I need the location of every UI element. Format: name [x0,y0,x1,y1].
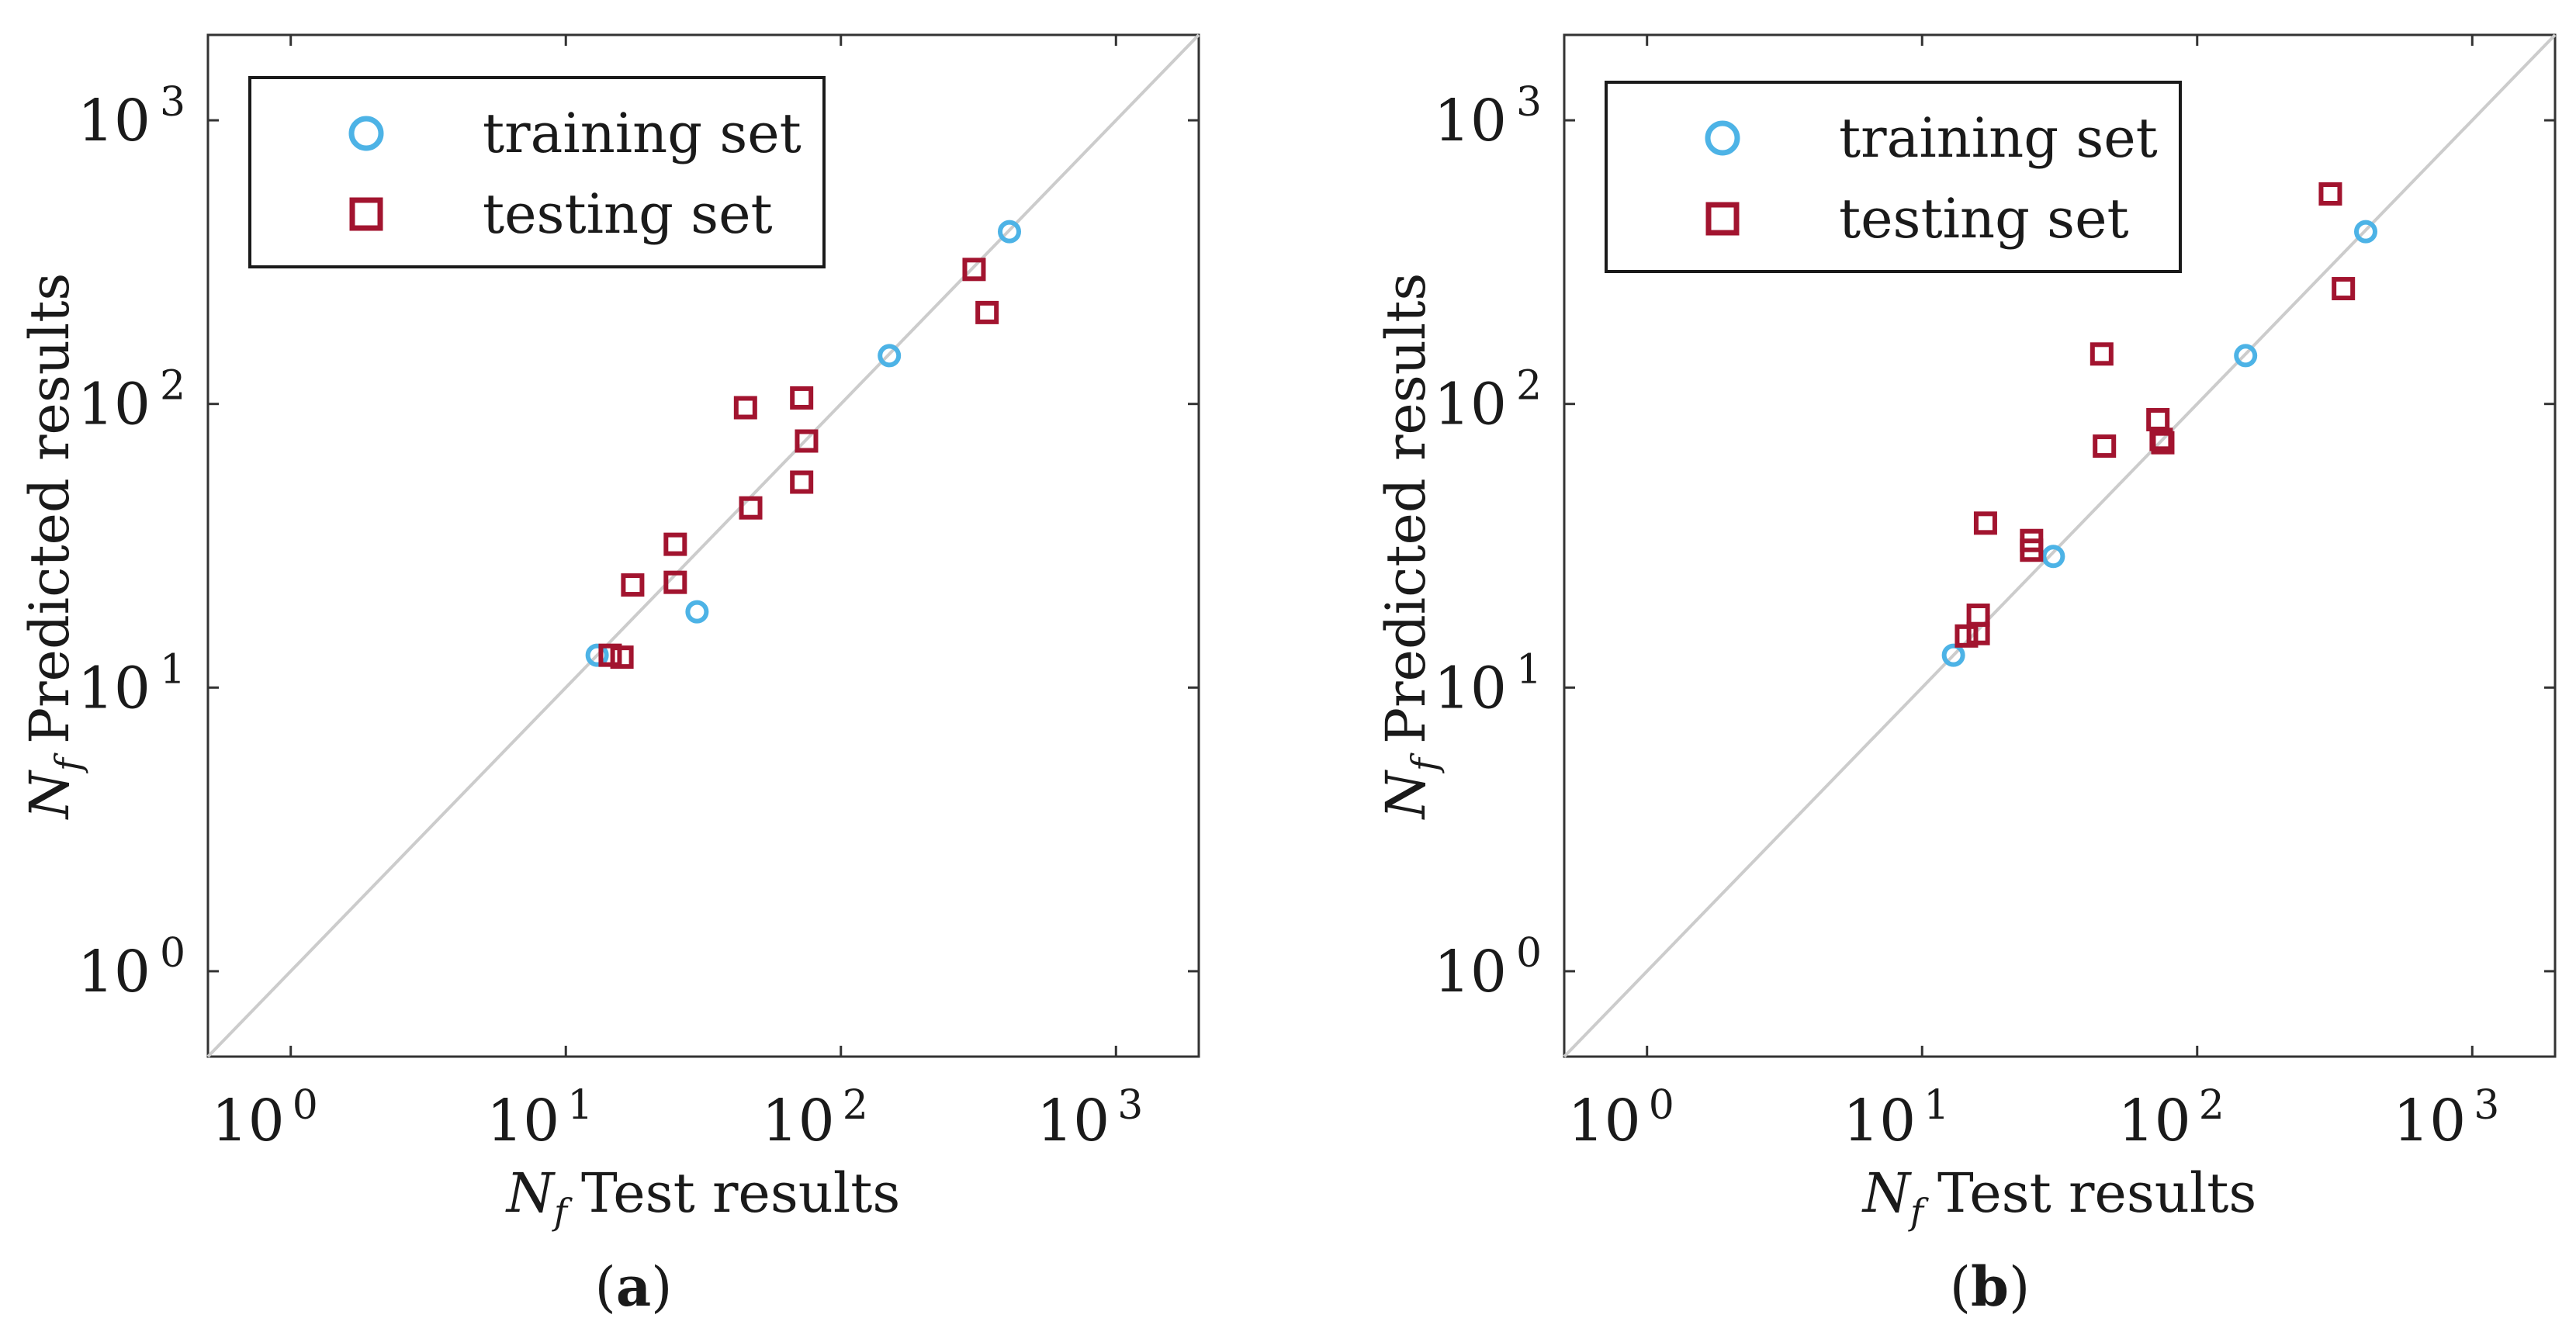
testing-set-point [790,386,814,410]
y-tick-label-exponent: 1 [160,646,185,693]
y-tick-label-base: 10 [1434,655,1507,721]
y-tick-label-exponent: 3 [1516,79,1542,126]
legend-box [1605,81,2182,273]
x-tick-label-exponent: 0 [293,1082,318,1129]
x-axis-label-symbol: N [1861,1161,1913,1225]
y-axis-label-text: Predicted results [18,273,81,744]
panel-label-close-paren: ) [651,1255,672,1319]
y-tick-label-base: 10 [78,88,151,154]
x-tick-label-exponent: 1 [567,1082,593,1129]
legend-label: testing set [1839,187,2129,251]
y-tick-label-base: 10 [1434,372,1507,438]
x-tick-label-exponent: 2 [843,1082,868,1129]
x-tick-label-base: 10 [486,1088,559,1154]
y-axis-label: NfPredicted results [18,273,89,821]
y-tick-label-exponent: 3 [160,79,185,126]
y-tick-label-exponent: 0 [1516,930,1542,977]
x-axis-label-symbol: N [505,1161,556,1225]
panel-label-open-paren: ( [1950,1255,1971,1319]
panel-label-close-paren: ) [2009,1255,2030,1319]
legend-marker-training [348,116,384,151]
x-tick-label-base: 10 [1037,1088,1110,1154]
y-tick-label-exponent: 0 [160,930,185,977]
legend-marker-testing [1705,202,1740,236]
testing-set-point [2020,538,2044,562]
x-tick-label-exponent: 0 [1649,1082,1674,1129]
training-set-point [685,600,709,624]
training-set-point [2234,344,2258,368]
y-tick-label-base: 10 [78,939,151,1005]
y-tick-label-base: 10 [78,372,151,438]
x-tick-label-base: 10 [2118,1088,2191,1154]
panel-label: (a) [595,1254,673,1319]
x-axis-label: Nf Test results [505,1161,901,1233]
y-axis-label: NfPredicted results [1374,273,1446,821]
x-tick-label-base: 10 [1568,1088,1641,1154]
testing-set-point [2318,182,2342,206]
legend-label: training set [483,102,802,165]
testing-set-point [733,396,757,420]
x-tick-label-base: 10 [212,1088,285,1154]
testing-set-point [610,645,634,669]
x-tick-label-base: 10 [1843,1088,1916,1154]
panel-label-letter: a [616,1254,651,1319]
testing-set-point [962,258,986,282]
y-tick-label-base: 10 [1434,939,1507,1005]
training-set-point [2354,220,2378,244]
testing-set-point [739,496,763,520]
chart-panel-b: 10 010 010 110 110 210 210 310 3Nf Test resultsNf… [1374,33,2557,1319]
testing-set-point [598,643,622,667]
legend-marker-testing [349,197,383,231]
testing-set-point [663,532,687,556]
testing-set-point [790,470,814,494]
testing-set-point [2332,277,2356,301]
y-axis-label-symbol: N [1374,769,1438,820]
testing-set-point [1966,603,1990,627]
x-tick-label-base: 10 [762,1088,835,1154]
testing-set-point [2093,434,2117,458]
y-tick-label-base: 10 [78,655,151,721]
testing-set-point [1955,624,1979,648]
legend-label: training set [1839,106,2158,170]
y-axis-label-text: Predicted results [1374,273,1438,744]
legend-label: testing set [483,182,773,246]
training-set-point [2041,545,2065,569]
x-tick-label-exponent: 3 [2474,1082,2499,1129]
testing-set-point [2151,431,2175,455]
y-tick-label-exponent: 2 [1516,363,1542,410]
y-tick-label-exponent: 1 [1516,646,1542,693]
panel-label: (b) [1950,1254,2031,1319]
testing-set-point [2090,342,2114,366]
x-axis-label: Nf Test results [1861,1161,2257,1233]
testing-set-point [1973,511,1997,535]
x-tick-label-exponent: 3 [1117,1082,1143,1129]
testing-set-point [795,429,819,453]
training-set-point [585,643,609,667]
training-set-point [878,344,902,368]
y-axis-label-symbol: N [18,769,81,820]
y-tick-label-exponent: 2 [160,363,185,410]
identity-reference-line [1563,33,2557,1058]
panel-label-letter: b [1971,1254,2009,1319]
training-set-point [998,220,1022,244]
x-tick-label-base: 10 [2393,1088,2466,1154]
testing-set-point [621,573,645,597]
testing-set-point [975,300,999,324]
identity-reference-line [206,33,1200,1058]
chart-panel-a: 10 010 010 110 110 210 210 310 3Nf Test resultsNf… [18,33,1200,1319]
x-tick-label-exponent: 1 [1923,1082,1949,1129]
x-tick-label-exponent: 2 [2199,1082,2225,1129]
x-axis-label-text: Test results [1937,1161,2256,1225]
training-set-point [1941,643,1965,667]
legend-marker-training [1705,120,1740,156]
legend-box [248,76,826,268]
y-tick-label-base: 10 [1434,88,1507,154]
panel-label-open-paren: ( [595,1255,616,1319]
x-axis-label-text: Test results [581,1161,900,1225]
testing-set-point [663,570,687,594]
